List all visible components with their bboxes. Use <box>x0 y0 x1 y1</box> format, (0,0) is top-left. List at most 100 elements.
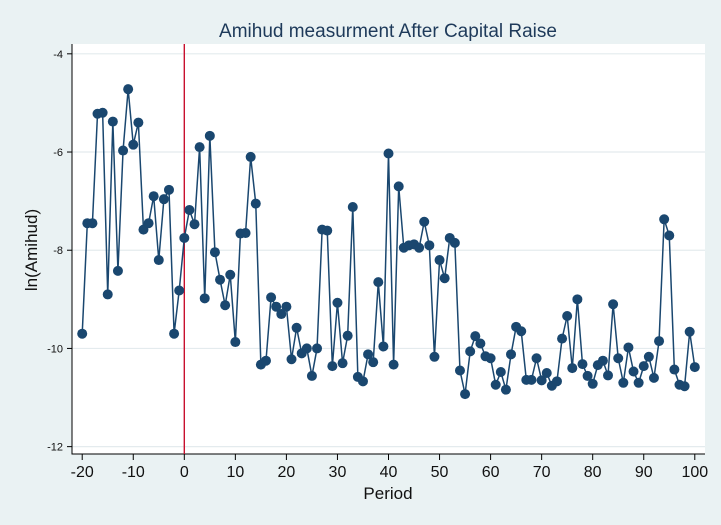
data-point <box>506 349 517 360</box>
data-point <box>429 351 440 362</box>
data-point <box>495 367 506 377</box>
x-tick-label: 0 <box>180 464 189 481</box>
data-point <box>342 330 353 341</box>
data-point <box>276 309 287 320</box>
x-tick-label: 10 <box>226 464 244 481</box>
x-tick-label: 40 <box>380 464 398 481</box>
data-point <box>562 311 573 322</box>
grid-lines <box>72 53 705 448</box>
data-point <box>260 355 271 366</box>
data-point <box>516 326 527 337</box>
data-point <box>169 328 180 339</box>
data-point <box>327 361 338 372</box>
data-point <box>250 198 261 209</box>
data-point <box>184 204 195 215</box>
data-point <box>654 336 665 347</box>
data-point <box>577 359 588 370</box>
data-point <box>500 384 511 395</box>
data-point <box>684 326 695 337</box>
data-point <box>526 374 537 385</box>
data-point <box>179 232 190 243</box>
data-point <box>419 216 430 227</box>
data-point <box>557 333 568 344</box>
x-tick-label: 80 <box>584 464 602 481</box>
y-tick-label: -12 <box>47 442 63 454</box>
data-point <box>332 297 343 308</box>
data-point <box>291 322 302 333</box>
data-point <box>199 293 210 304</box>
data-point <box>454 365 465 376</box>
data-point <box>143 218 154 229</box>
x-tick-label: 60 <box>482 464 500 481</box>
data-point <box>388 359 399 370</box>
x-tick-label: 100 <box>681 464 708 481</box>
data-point <box>572 294 583 305</box>
data-point <box>638 361 649 372</box>
data-point <box>220 300 231 311</box>
data-point <box>465 346 476 357</box>
axes: -4 -6 -8 -10 -12 -20 -10 0 10 20 30 40 50 60 70 80 90 100 <box>47 44 708 481</box>
data-point <box>460 389 471 400</box>
data-point <box>669 364 680 375</box>
data-point <box>215 274 226 285</box>
data-point <box>204 130 215 141</box>
data-point <box>357 376 368 387</box>
data-point <box>87 218 98 229</box>
data-point <box>490 379 501 390</box>
data-point <box>628 366 639 377</box>
y-tick-label: -4 <box>53 49 63 61</box>
data-point <box>449 237 460 248</box>
y-axis-title: ln(Amihud) <box>22 209 41 291</box>
x-tick-label: 30 <box>329 464 347 481</box>
y-tick-label: -6 <box>53 147 63 159</box>
data-point <box>623 342 634 353</box>
data-point <box>664 230 675 241</box>
data-point <box>245 151 256 162</box>
x-tick-label: -10 <box>122 464 145 481</box>
data-point <box>633 377 644 388</box>
data-point <box>240 228 251 239</box>
x-tick-label: 50 <box>431 464 449 481</box>
data-point <box>373 277 384 288</box>
data-point <box>393 181 404 192</box>
data-point <box>567 363 578 374</box>
data-point <box>128 139 139 150</box>
data-point <box>266 292 277 303</box>
data-point <box>286 354 297 365</box>
data-point <box>306 370 317 381</box>
data-point <box>209 247 220 258</box>
data-point <box>158 194 169 205</box>
data-point <box>582 370 593 381</box>
data-point <box>587 378 598 389</box>
data-point <box>77 328 88 339</box>
data-point <box>414 242 425 253</box>
data-point <box>102 289 113 300</box>
data-point <box>434 255 445 266</box>
data-point <box>148 191 159 202</box>
data-point <box>439 273 450 284</box>
data-point <box>194 142 205 153</box>
data-point <box>271 301 282 312</box>
data-point <box>312 343 323 354</box>
data-point <box>225 269 236 280</box>
data-point <box>347 202 358 213</box>
data-point <box>485 353 496 364</box>
x-tick-label: 90 <box>635 464 653 481</box>
data-point <box>153 255 164 266</box>
data-point <box>174 285 185 296</box>
y-tick-label: -10 <box>47 343 63 355</box>
data-point <box>603 370 614 381</box>
data-point <box>163 184 174 195</box>
data-point <box>118 145 129 156</box>
data-point <box>470 331 481 342</box>
x-tick-label: 70 <box>533 464 551 481</box>
data-point <box>475 338 486 349</box>
y-tick-label: -8 <box>53 245 63 257</box>
data-point <box>618 377 629 388</box>
data-point <box>97 107 108 118</box>
data-point <box>613 353 624 364</box>
data-point <box>383 148 394 159</box>
data-point <box>368 357 379 368</box>
